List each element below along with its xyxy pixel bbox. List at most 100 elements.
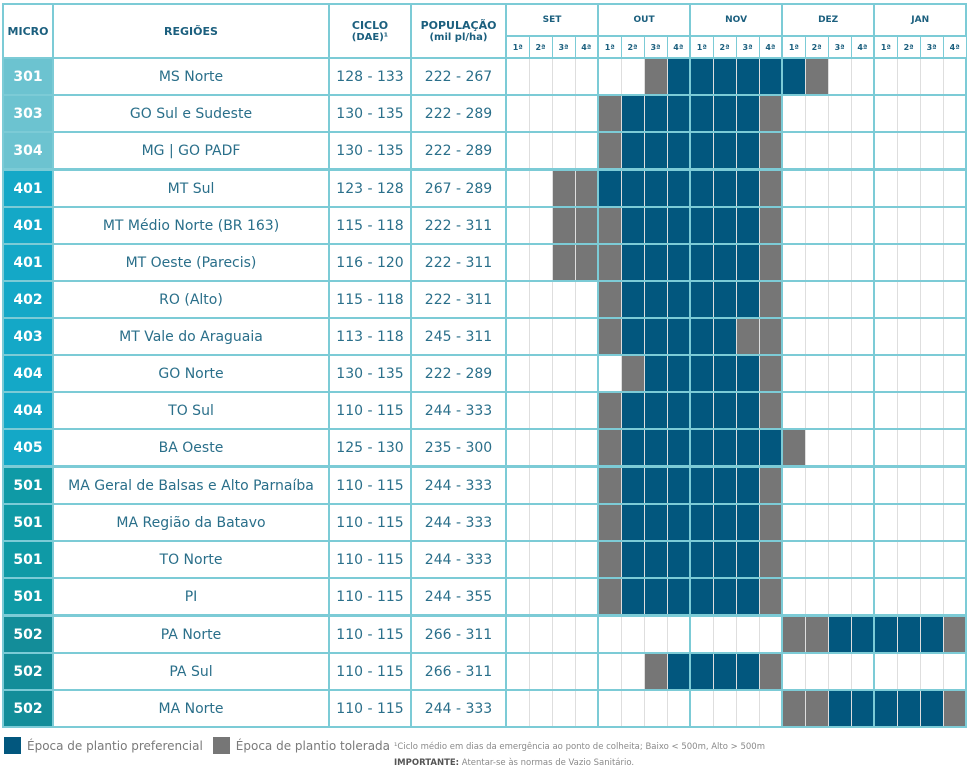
week-cell bbox=[781, 131, 806, 171]
week-cell-preferencial bbox=[666, 354, 691, 393]
week-cell bbox=[505, 614, 530, 654]
week-cell bbox=[873, 168, 898, 208]
week-cell bbox=[850, 503, 875, 542]
week-cell bbox=[528, 168, 553, 208]
week-cell bbox=[942, 391, 968, 430]
table-row: 401 MT Médio Norte (BR 163) 115 - 118 222 -… bbox=[2, 206, 968, 245]
week-cell-tolerada bbox=[758, 280, 783, 319]
week-cell bbox=[850, 206, 875, 245]
populacao-value: 244 - 333 bbox=[410, 689, 507, 728]
table-row: 501 PI 110 - 115 244 - 355 bbox=[2, 577, 968, 617]
ciclo-value: 110 - 115 bbox=[328, 652, 412, 691]
tolerada-swatch-icon bbox=[212, 737, 230, 754]
week-cell bbox=[873, 540, 898, 579]
week-cell-preferencial bbox=[620, 131, 645, 171]
week-cell-preferencial bbox=[712, 131, 737, 171]
week-cell bbox=[528, 652, 553, 691]
header-populacao: POPULAÇÃO (mil pl/ha) bbox=[410, 3, 507, 59]
week-cell bbox=[689, 689, 714, 728]
week-cell-tolerada bbox=[758, 206, 783, 245]
week-cell bbox=[896, 317, 921, 356]
week-cell bbox=[942, 317, 968, 356]
week-cell bbox=[804, 465, 829, 505]
week-cell bbox=[896, 391, 921, 430]
week-cell bbox=[505, 465, 530, 505]
region-name: MT Oeste (Parecis) bbox=[52, 243, 330, 282]
week-cell bbox=[896, 57, 921, 96]
week-cell bbox=[827, 243, 852, 282]
week-cell-preferencial bbox=[712, 577, 737, 617]
week-cell-preferencial bbox=[689, 428, 714, 468]
week-cell bbox=[850, 94, 875, 133]
table-row: 401 MT Oeste (Parecis) 116 - 120 222 - 311 bbox=[2, 243, 968, 282]
week-cell bbox=[528, 243, 553, 282]
week-cell bbox=[850, 280, 875, 319]
week-cell bbox=[873, 57, 898, 96]
week-cell bbox=[827, 206, 852, 245]
week-cell bbox=[551, 354, 576, 393]
week-cell-preferencial bbox=[712, 652, 737, 691]
week-cell-preferencial bbox=[643, 465, 668, 505]
week-cell-preferencial bbox=[643, 94, 668, 133]
table-row: 404 GO Norte 130 - 135 222 - 289 bbox=[2, 354, 968, 393]
week-cell bbox=[505, 131, 530, 171]
region-name: MA Geral de Balsas e Alto Parnaíba bbox=[52, 465, 330, 505]
week-cell-preferencial bbox=[666, 577, 691, 617]
week-cell bbox=[528, 131, 553, 171]
week-cell-tolerada bbox=[597, 94, 622, 133]
micro-code: 303 bbox=[2, 94, 53, 133]
month-header-out: OUT bbox=[597, 3, 692, 37]
micro-code: 501 bbox=[2, 540, 53, 579]
week-cell bbox=[505, 391, 530, 430]
populacao-value: 245 - 311 bbox=[410, 317, 507, 356]
week-cell bbox=[528, 317, 553, 356]
week-cell bbox=[919, 652, 944, 691]
week-cell-preferencial bbox=[689, 94, 714, 133]
week-cell-preferencial bbox=[643, 280, 668, 319]
legend-tolerada: Época de plantio tolerada bbox=[235, 738, 391, 753]
region-name: RO (Alto) bbox=[52, 280, 330, 319]
week-cell bbox=[919, 428, 944, 468]
week-cell bbox=[942, 57, 968, 96]
month-header-jan: JAN bbox=[873, 3, 968, 37]
week-cell-preferencial bbox=[735, 243, 760, 282]
week-cell bbox=[528, 94, 553, 133]
week-cell bbox=[781, 577, 806, 617]
week-header: 1ª bbox=[597, 35, 622, 59]
week-cell bbox=[574, 131, 599, 171]
week-cell-preferencial bbox=[827, 689, 852, 728]
week-cell-preferencial bbox=[781, 57, 806, 96]
week-cell-preferencial bbox=[620, 94, 645, 133]
header-ciclo-label: CICLO bbox=[351, 19, 389, 32]
week-cell bbox=[643, 614, 668, 654]
week-header: 2ª bbox=[804, 35, 829, 59]
week-cell bbox=[781, 354, 806, 393]
micro-code: 402 bbox=[2, 280, 53, 319]
week-cell bbox=[551, 428, 576, 468]
region-name: MT Sul bbox=[52, 168, 330, 208]
table-row: 502 MA Norte 110 - 115 244 - 333 bbox=[2, 689, 968, 728]
week-cell bbox=[505, 354, 530, 393]
week-header: 4ª bbox=[758, 35, 783, 59]
week-cell bbox=[574, 280, 599, 319]
week-header: 1ª bbox=[689, 35, 714, 59]
populacao-value: 222 - 311 bbox=[410, 206, 507, 245]
week-cell bbox=[850, 391, 875, 430]
week-cell bbox=[804, 354, 829, 393]
week-cell bbox=[528, 503, 553, 542]
week-cell-preferencial bbox=[712, 428, 737, 468]
micro-code: 404 bbox=[2, 391, 53, 430]
week-cell-preferencial bbox=[643, 168, 668, 208]
week-cell bbox=[896, 465, 921, 505]
week-cell bbox=[804, 428, 829, 468]
week-cell bbox=[781, 465, 806, 505]
populacao-value: 244 - 333 bbox=[410, 391, 507, 430]
week-cell bbox=[919, 577, 944, 617]
week-cell bbox=[528, 354, 553, 393]
week-cell bbox=[758, 614, 783, 654]
week-cell-tolerada bbox=[597, 465, 622, 505]
week-cell-preferencial bbox=[620, 243, 645, 282]
week-cell bbox=[850, 57, 875, 96]
week-header: 4ª bbox=[666, 35, 691, 59]
week-cell bbox=[942, 243, 968, 282]
